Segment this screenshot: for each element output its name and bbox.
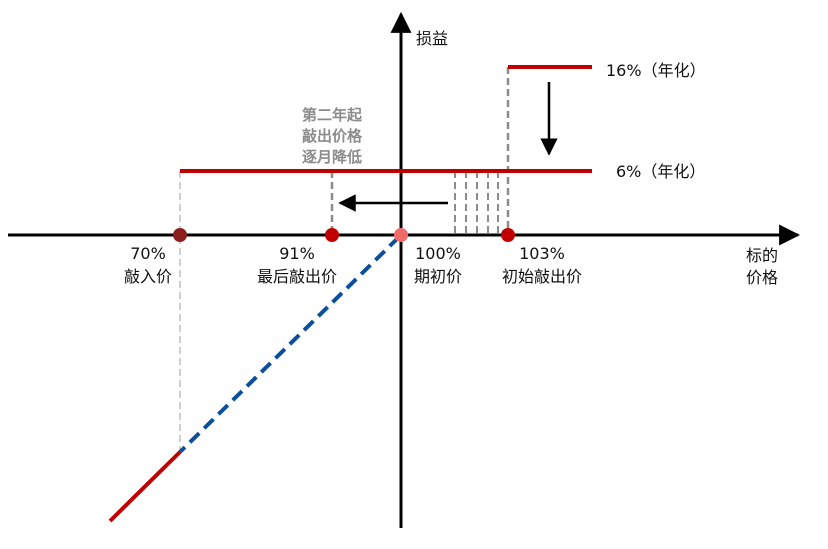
note-line-3: 逐月降低 bbox=[302, 148, 362, 166]
initial-knockout-point bbox=[501, 228, 515, 242]
y-axis-label: 损益 bbox=[416, 29, 448, 48]
initial-knockout-pct: 103% bbox=[519, 244, 565, 263]
initial-price-pct: 100% bbox=[415, 244, 461, 263]
knock-in-pct: 70% bbox=[130, 244, 166, 263]
initial-knockout-name: 初始敲出价 bbox=[502, 267, 582, 286]
final-knockout-pct: 91% bbox=[279, 244, 315, 263]
initial-price-name: 期初价 bbox=[414, 267, 462, 286]
x-axis-label-line1: 标的 bbox=[746, 246, 778, 265]
knock-in-name: 敲入价 bbox=[124, 267, 172, 286]
final-knockout-name: 最后敲出价 bbox=[257, 267, 337, 286]
low-coupon-label: 6%（年化） bbox=[616, 162, 705, 181]
initial-price-point bbox=[394, 228, 408, 242]
loss-solid-line bbox=[108, 450, 182, 523]
note-line-1: 第二年起 bbox=[302, 106, 363, 124]
x-axis-label-line2: 价格 bbox=[746, 268, 778, 287]
loss-dashed-line bbox=[178, 235, 401, 454]
monthly-step-guides bbox=[454, 171, 499, 235]
final-knockout-point bbox=[325, 228, 339, 242]
knock-in-point bbox=[173, 228, 187, 242]
high-coupon-label: 16%（年化） bbox=[606, 61, 706, 80]
note-line-2: 敲出价格 bbox=[302, 127, 363, 145]
